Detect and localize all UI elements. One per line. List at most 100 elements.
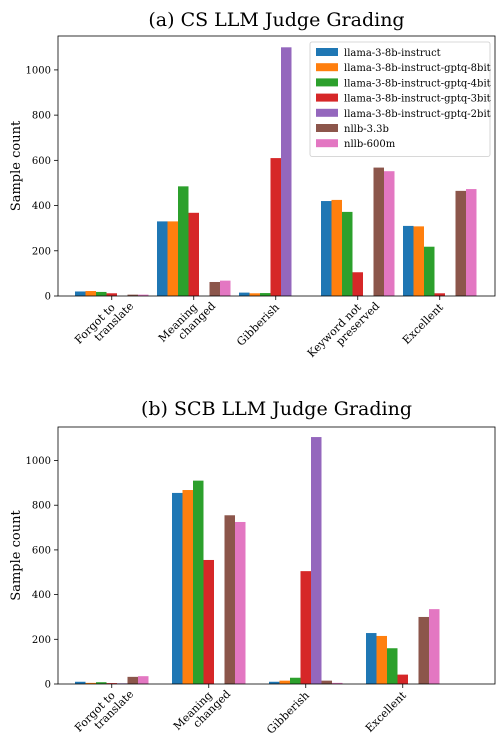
bar: [397, 674, 408, 684]
plot-frame: [57, 35, 496, 297]
bar: [106, 293, 117, 296]
y-tick-label: 800: [32, 111, 51, 122]
bar: [157, 221, 168, 296]
y-tick-label: 1000: [26, 65, 51, 76]
bar: [373, 167, 384, 296]
legend-swatch: [316, 78, 338, 87]
x-tick-label: Gibberish: [264, 689, 312, 737]
y-tick-label: 200: [32, 635, 51, 646]
bar: [75, 681, 86, 684]
bar: [239, 292, 250, 296]
x-tick-label-line: Gibberish: [234, 301, 282, 349]
x-tick-label-line: Excellent: [400, 301, 446, 347]
legend-label: llama-3-8b-instruct-gptq-4bit: [344, 78, 491, 89]
bar: [352, 272, 363, 296]
bar: [434, 293, 445, 296]
y-tick-label: 200: [32, 246, 51, 257]
chart-title: (a) CS LLM Judge Grading: [148, 9, 404, 31]
bar: [429, 609, 440, 684]
bar: [138, 294, 149, 296]
bar: [203, 559, 214, 684]
bar: [403, 225, 414, 296]
y-tick-label: 1000: [26, 456, 51, 467]
bar: [384, 171, 395, 296]
bar: [85, 682, 96, 684]
bar: [220, 280, 231, 296]
bar: [167, 221, 178, 296]
legend-label: llama-3-8b-instruct-gptq-3bit: [344, 94, 491, 105]
bar: [270, 158, 281, 296]
legend-swatch: [316, 63, 338, 72]
bar: [85, 291, 96, 296]
bar: [290, 677, 301, 684]
x-tick-label: Gibberish: [234, 301, 282, 349]
y-tick-label: 600: [32, 156, 51, 167]
bar: [387, 648, 398, 684]
bar: [235, 521, 246, 684]
bar: [418, 616, 429, 684]
chart-panel-1: (b) SCB LLM Judge Grading Sample count 0 20…: [9, 398, 496, 742]
y-axis-label: Sample count: [9, 120, 24, 211]
bar: [342, 211, 353, 296]
legend-swatch: [316, 124, 338, 132]
bar: [366, 633, 377, 684]
x-tick-label-line: Gibberish: [264, 689, 312, 737]
bar: [193, 480, 204, 684]
bar: [209, 281, 220, 296]
bar: [279, 680, 290, 684]
plot-frame: [57, 426, 496, 685]
legend-swatch: [316, 108, 338, 117]
y-tick-label: 0: [45, 680, 51, 691]
bar: [331, 199, 342, 296]
bar: [332, 682, 343, 684]
y-tick-label: 800: [32, 501, 51, 512]
bar: [249, 293, 260, 296]
bar: [224, 515, 235, 684]
x-tick-label: Excellent: [400, 301, 446, 347]
legend-label: nllb-600m: [344, 139, 396, 150]
bar: [455, 190, 466, 296]
bar: [321, 680, 332, 684]
x-tick-label: Meaningchanged: [156, 291, 218, 353]
x-tick-label: Forgot totranslate: [72, 291, 136, 355]
bar: [281, 47, 292, 296]
y-tick-label: 400: [32, 590, 51, 601]
legend-box: [309, 41, 491, 157]
bar: [96, 682, 107, 684]
bar: [75, 291, 86, 296]
bar: [321, 201, 332, 296]
bar: [424, 246, 435, 296]
bar: [96, 291, 107, 296]
y-tick-label: 600: [32, 545, 51, 556]
x-tick-label-line: Excellent: [363, 689, 409, 735]
legend-label: llama-3-8b-instruct: [344, 48, 441, 59]
bar: [106, 683, 117, 684]
bar: [466, 189, 477, 296]
legend-label: llama-3-8b-instruct-gptq-2bit: [344, 109, 491, 120]
x-tick-label: Forgot totranslate: [72, 679, 136, 742]
y-tick-label: 0: [45, 292, 51, 303]
bar: [178, 186, 189, 296]
bar: [376, 635, 387, 684]
x-tick-label: Excellent: [363, 689, 409, 735]
bar: [300, 571, 311, 684]
legend-label: nllb-3.3b: [344, 124, 389, 135]
bar: [260, 293, 271, 296]
x-tick-label: Keyword notpreserved: [305, 291, 383, 369]
legend-swatch: [316, 48, 338, 56]
bar: [138, 676, 149, 684]
legend-swatch: [316, 93, 338, 102]
bar: [188, 212, 199, 296]
chart-panel-0: (a) CS LLM Judge Grading Sample count 0 200…: [9, 9, 496, 369]
bar: [269, 681, 280, 684]
bar: [127, 676, 138, 684]
bar: [182, 490, 193, 684]
y-tick-label: 400: [32, 201, 51, 212]
bar: [311, 437, 322, 684]
legend-label: llama-3-8b-instruct-gptq-8bit: [344, 63, 491, 74]
bar: [127, 294, 138, 296]
x-tick-label: Meaningchanged: [171, 679, 233, 741]
bar: [172, 492, 183, 684]
legend-swatch: [316, 139, 338, 148]
